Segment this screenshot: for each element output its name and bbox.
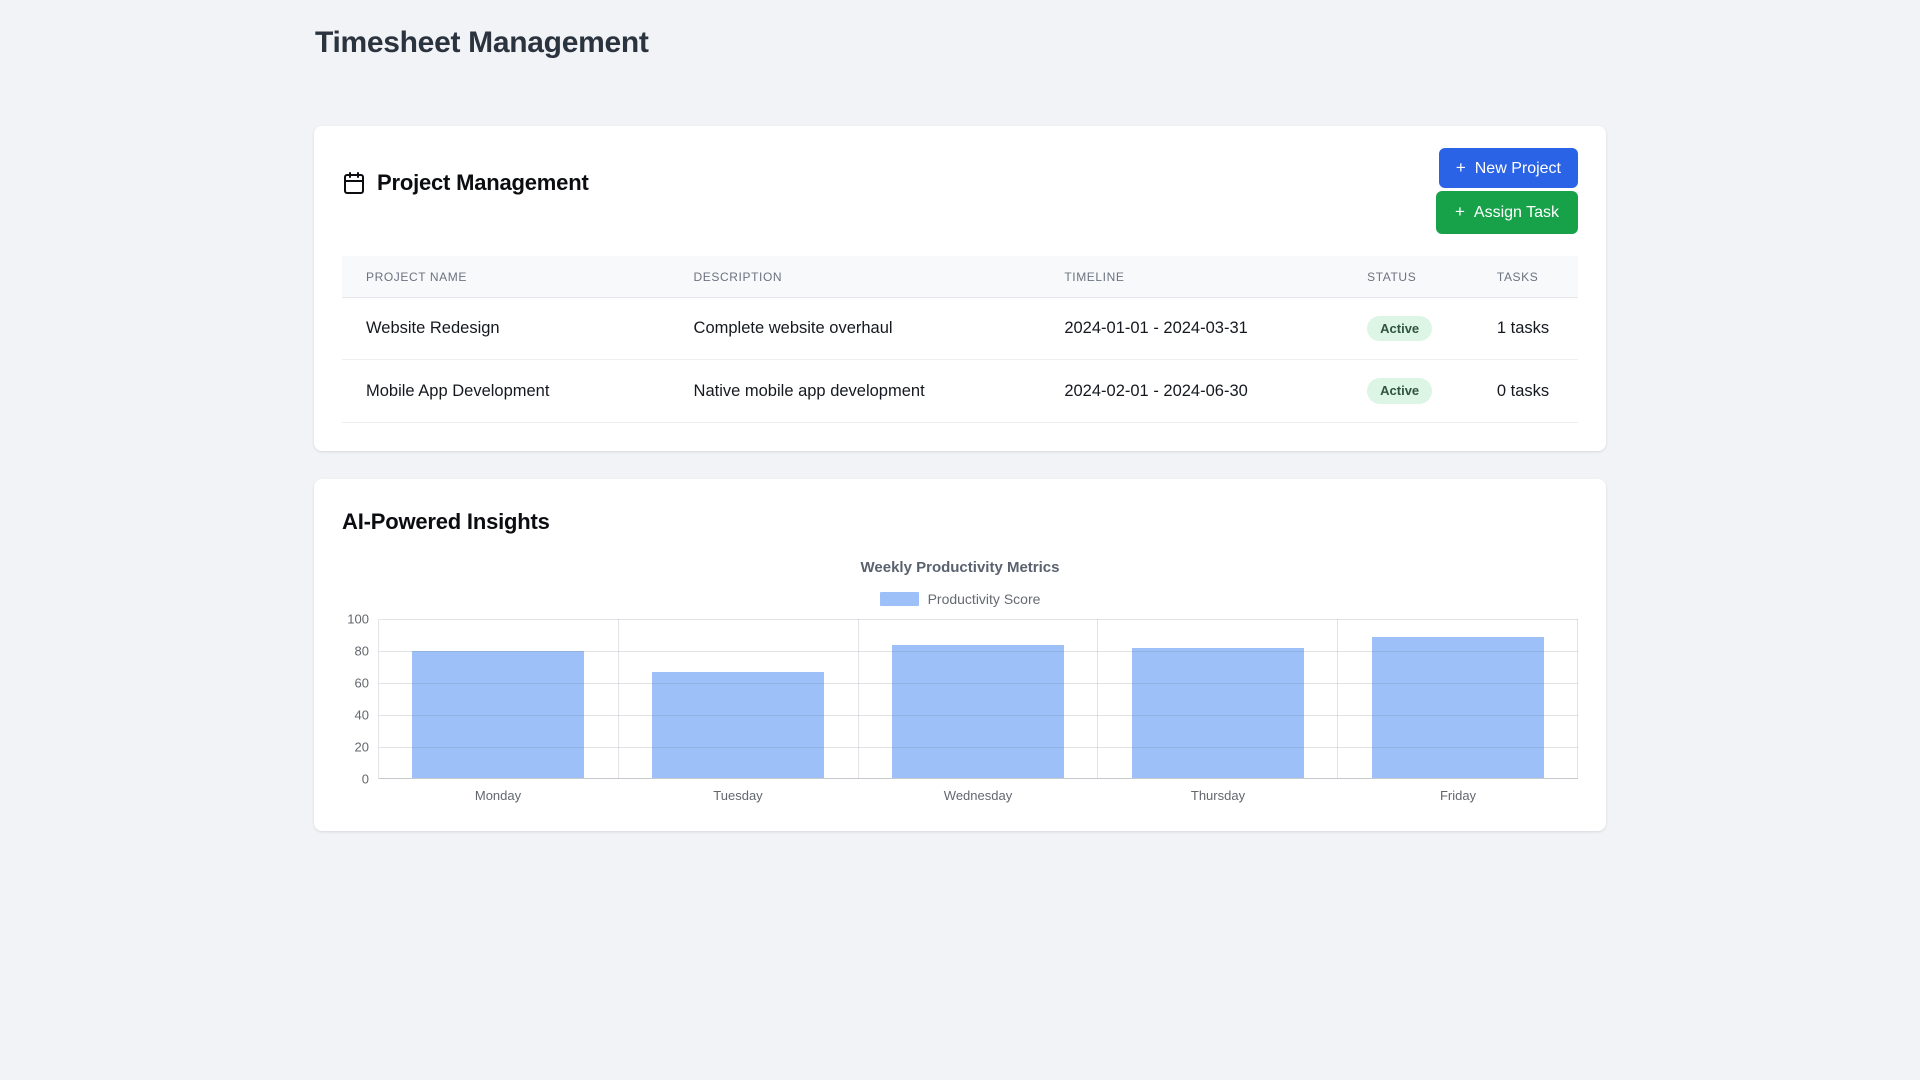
new-project-button[interactable]: + New Project (1439, 148, 1578, 188)
table-row: Mobile App DevelopmentNative mobile app … (342, 360, 1578, 423)
column-header-tasks: Tasks (1473, 256, 1578, 298)
x-tick-label-monday: Monday (378, 788, 618, 803)
project-management-card: Project Management + New Project + Assig… (314, 126, 1606, 451)
column-header-timeline: Timeline (1040, 256, 1343, 298)
x-tick-label-friday: Friday (1338, 788, 1578, 803)
chart-category-monday (379, 619, 619, 779)
productivity-chart: Weekly Productivity Metrics Productivity… (342, 559, 1578, 803)
column-header-description: Description (670, 256, 1041, 298)
chart-legend[interactable]: Productivity Score (342, 591, 1578, 607)
description-cell: Complete website overhaul (670, 297, 1041, 360)
page-title: Timesheet Management (315, 26, 1606, 60)
chart-body: 020406080100 (342, 619, 1578, 779)
tasks-cell: 1 tasks (1473, 297, 1578, 360)
plus-icon: + (1455, 202, 1465, 222)
bar-wednesday[interactable] (892, 645, 1064, 779)
chart-category-thursday (1098, 619, 1338, 779)
y-tick-label: 80 (355, 644, 369, 657)
status-badge: Active (1367, 378, 1432, 404)
page: Timesheet Management Project Management (0, 0, 1920, 831)
y-tick-label: 100 (347, 612, 369, 625)
insights-card-title: AI-Powered Insights (342, 509, 1578, 535)
x-tick-label-tuesday: Tuesday (618, 788, 858, 803)
x-tick-label-thursday: Thursday (1098, 788, 1338, 803)
column-header-status: Status (1343, 256, 1473, 298)
bar-thursday[interactable] (1132, 648, 1304, 779)
y-tick-label: 0 (362, 772, 369, 785)
x-tick-label-wednesday: Wednesday (858, 788, 1098, 803)
bar-monday[interactable] (412, 651, 584, 779)
chart-category-friday (1338, 619, 1578, 779)
assign-task-button-label: Assign Task (1474, 203, 1559, 222)
project-name-cell: Website Redesign (342, 297, 670, 360)
chart-y-axis: 020406080100 (342, 619, 378, 779)
column-header-project-name: Project Name (342, 256, 670, 298)
chart-category-wednesday (859, 619, 1099, 779)
ai-insights-card: AI-Powered Insights Weekly Productivity … (314, 479, 1606, 831)
table-row: Website RedesignComplete website overhau… (342, 297, 1578, 360)
new-project-button-label: New Project (1475, 159, 1561, 178)
projects-table: Project NameDescriptionTimelineStatusTas… (342, 256, 1578, 423)
tasks-cell: 0 tasks (1473, 360, 1578, 423)
timeline-cell: 2024-01-01 - 2024-03-31 (1040, 297, 1343, 360)
projects-table-header: Project NameDescriptionTimelineStatusTas… (342, 256, 1578, 298)
bar-tuesday[interactable] (652, 672, 824, 779)
status-cell: Active (1343, 360, 1473, 423)
status-cell: Active (1343, 297, 1473, 360)
legend-label: Productivity Score (928, 591, 1041, 607)
project-card-title: Project Management (377, 170, 589, 196)
chart-x-axis-labels: MondayTuesdayWednesdayThursdayFriday (378, 779, 1578, 803)
project-name-cell: Mobile App Development (342, 360, 670, 423)
assign-task-button[interactable]: + Assign Task (1436, 191, 1578, 233)
bar-friday[interactable] (1372, 637, 1544, 779)
project-card-header: Project Management + New Project + Assig… (342, 156, 1578, 234)
status-badge: Active (1367, 316, 1432, 342)
calendar-icon (342, 171, 366, 195)
plus-icon: + (1456, 158, 1466, 178)
chart-plot-area (378, 619, 1578, 779)
timeline-cell: 2024-02-01 - 2024-06-30 (1040, 360, 1343, 423)
legend-swatch (880, 592, 919, 606)
content-container: Timesheet Management Project Management (314, 26, 1606, 831)
description-cell: Native mobile app development (670, 360, 1041, 423)
project-actions: + New Project + Assign Task (1436, 148, 1578, 234)
project-card-heading: Project Management (342, 156, 589, 196)
y-tick-label: 20 (355, 740, 369, 753)
y-tick-label: 60 (355, 676, 369, 689)
chart-title: Weekly Productivity Metrics (342, 559, 1578, 576)
y-tick-label: 40 (355, 708, 369, 721)
chart-category-tuesday (619, 619, 859, 779)
